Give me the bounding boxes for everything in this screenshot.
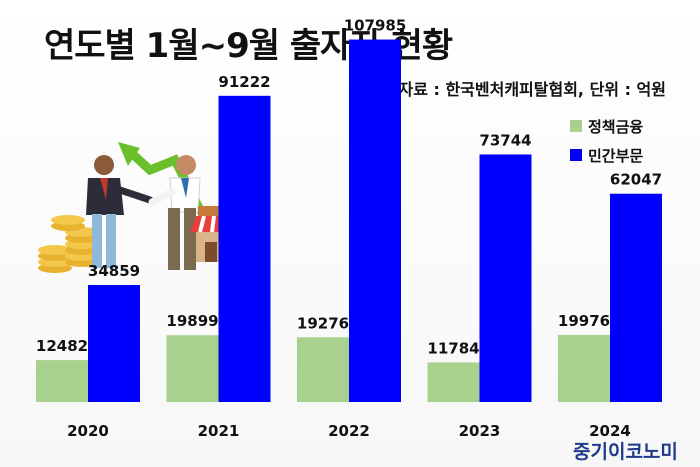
bar-policy-2022 [297,337,349,402]
bar-policy-2023 [427,362,480,402]
publisher-watermark: 중기이코노미 [573,441,678,463]
data-label-policy-2024: 19976 [558,312,610,330]
x-axis-ticks: 2020 2021 2022 2023 2024 [67,422,631,440]
x-tick-label-2021: 2021 [198,422,240,440]
legend-label-private: 민간부문 [588,146,644,165]
data-label-private-2020: 34859 [88,262,140,280]
bar-policy-2020 [36,360,88,402]
bar-private-2020 [88,284,140,402]
x-tick-label-2024: 2024 [589,422,631,440]
legend-item-policy: 정책금융 [570,116,643,136]
businessman-right-icon [148,155,201,270]
data-label-policy-2023: 11784 [427,339,479,357]
data-label-private-2021: 91222 [218,73,270,91]
arrowhead-icon [118,142,140,166]
legend-swatch-private [570,149,582,161]
data-label-policy-2022: 19276 [297,314,349,332]
x-tick-label-2023: 2023 [459,422,501,440]
legend: 정책금융 민간부문 [570,116,643,174]
bar-private-2023 [479,154,532,402]
coin-stack-icon [38,215,99,273]
data-label-private-2023: 73744 [479,131,531,149]
bars-group: 12482 34859 19899 91222 19276 107985 11784 7374… [36,17,662,403]
data-label-private-2024: 62047 [610,171,662,189]
data-label-private-2022: 107985 [344,17,407,35]
x-tick-label-2020: 2020 [67,422,109,440]
legend-label-policy: 정책금융 [588,117,644,136]
x-tick-label-2022: 2022 [328,422,370,440]
legend-item-private: 민간부문 [570,145,643,165]
legend-swatch-policy [570,120,582,132]
bar-private-2024 [610,193,662,402]
data-label-policy-2020: 12482 [36,337,88,355]
data-label-policy-2021: 19899 [166,312,218,330]
source-note: 자료 : 한국벤처캐피탈협회, 단위 : 억원 [398,80,666,99]
bar-policy-2021 [166,335,219,402]
bar-private-2021 [218,95,271,402]
businessman-left-icon [86,155,154,268]
bar-private-2022 [349,39,401,403]
bar-policy-2024 [558,334,610,402]
business-illustration [38,142,246,273]
